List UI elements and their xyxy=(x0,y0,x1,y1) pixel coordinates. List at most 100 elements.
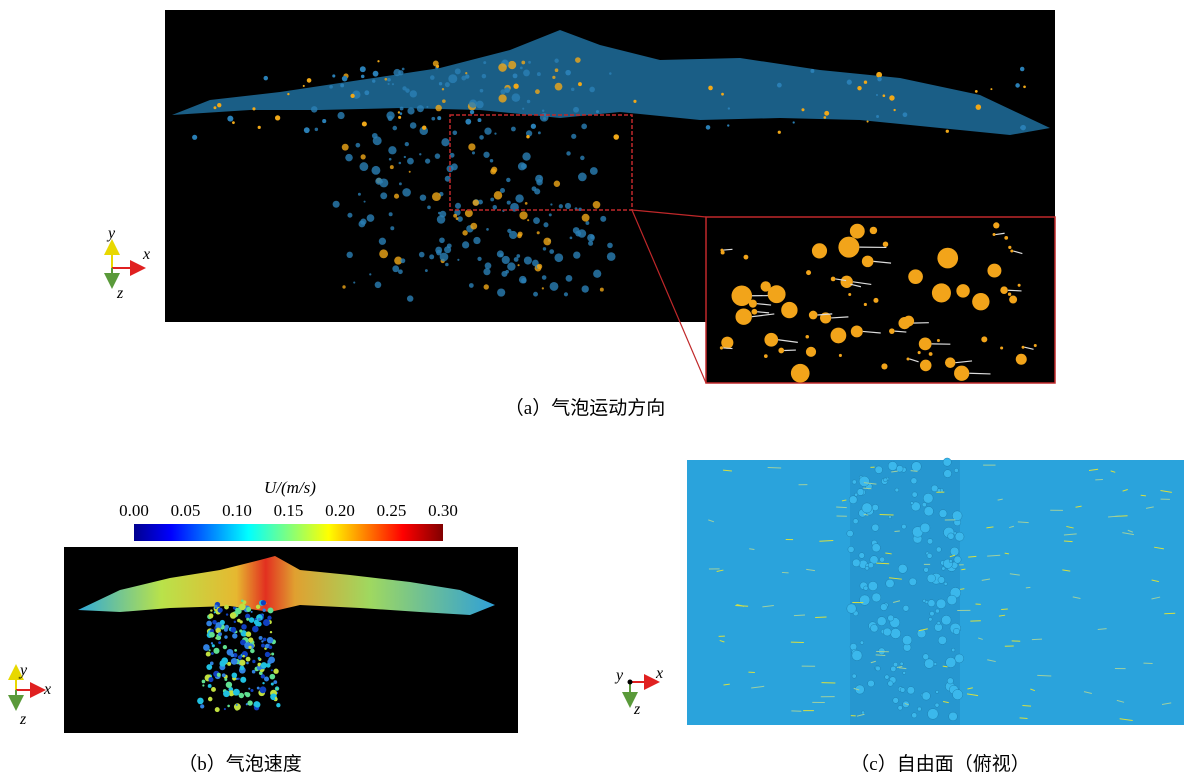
bubble xyxy=(841,276,853,288)
bubble xyxy=(387,78,391,82)
bubble xyxy=(824,116,827,119)
bubble xyxy=(573,107,579,113)
bubble xyxy=(221,657,228,664)
bubble xyxy=(379,249,388,258)
bubble xyxy=(235,707,239,711)
bubble xyxy=(954,468,958,472)
bubble xyxy=(246,657,251,662)
bubble xyxy=(212,644,215,647)
bubble xyxy=(254,702,260,708)
bubble xyxy=(944,470,952,478)
bubble xyxy=(523,70,530,77)
bubble xyxy=(526,135,529,138)
bubble xyxy=(932,283,951,302)
bubble xyxy=(810,69,814,73)
bubble xyxy=(927,574,936,583)
bubble xyxy=(927,553,932,558)
bubble xyxy=(877,617,886,626)
bubble-band xyxy=(850,460,960,725)
bubble xyxy=(511,127,516,132)
bubble xyxy=(607,252,616,261)
bubble xyxy=(371,166,380,175)
bubble xyxy=(946,657,956,667)
streak xyxy=(1032,639,1042,640)
bubble xyxy=(258,618,261,621)
bubble xyxy=(883,478,887,482)
bubble xyxy=(517,233,522,238)
bubble xyxy=(935,609,939,613)
bubble xyxy=(1009,296,1017,304)
bubble xyxy=(451,163,458,170)
bubble xyxy=(588,241,593,246)
bubble xyxy=(410,90,417,97)
bubble xyxy=(554,181,560,187)
bubble xyxy=(258,126,261,129)
bubble xyxy=(425,269,428,272)
bubble xyxy=(399,182,402,185)
bubble xyxy=(380,192,387,199)
bubble xyxy=(976,104,982,110)
bubble xyxy=(930,611,935,616)
bubble xyxy=(439,82,442,85)
bubble xyxy=(359,162,368,171)
streak xyxy=(876,563,889,564)
colorbar-tick-label: 0.10 xyxy=(222,501,252,520)
bubble xyxy=(455,203,461,209)
bubble xyxy=(581,124,587,130)
bubble xyxy=(831,277,836,282)
bubble xyxy=(880,557,885,562)
streak xyxy=(960,589,964,590)
bubble xyxy=(217,103,221,107)
bubble xyxy=(479,135,484,140)
velocity-arrow xyxy=(723,249,732,250)
bubble xyxy=(898,706,903,711)
bubble xyxy=(503,60,505,62)
bubble xyxy=(550,203,552,205)
bubble xyxy=(346,252,352,258)
bubble xyxy=(211,642,213,644)
bubble xyxy=(1020,67,1024,71)
bubble xyxy=(252,670,256,674)
bubble xyxy=(483,61,486,64)
bubble xyxy=(400,107,404,111)
bubble xyxy=(1034,344,1037,347)
bubble xyxy=(230,627,236,633)
bubble xyxy=(441,138,449,146)
bubble xyxy=(262,682,264,684)
bubble xyxy=(891,666,897,672)
bubble xyxy=(410,122,417,129)
streak xyxy=(1037,675,1051,676)
bubble xyxy=(571,134,576,139)
bubble xyxy=(903,671,906,674)
bubble xyxy=(240,677,246,683)
bubble xyxy=(824,111,829,116)
bubble xyxy=(838,237,859,258)
bubble xyxy=(922,692,930,700)
bubble xyxy=(537,72,541,76)
bubble xyxy=(232,121,235,124)
bubble xyxy=(234,649,237,652)
axis-label: x xyxy=(142,246,150,263)
bubble xyxy=(375,281,382,288)
bubble xyxy=(405,88,409,92)
bubble xyxy=(275,697,277,699)
bubble xyxy=(214,605,217,608)
bubble xyxy=(513,73,518,78)
bubble xyxy=(202,680,206,684)
streak xyxy=(961,569,965,570)
bubble xyxy=(801,108,804,111)
bubble xyxy=(473,237,480,244)
bubble xyxy=(537,264,542,269)
bubble xyxy=(389,212,393,216)
bubble xyxy=(497,288,505,296)
bubble xyxy=(852,480,856,484)
bubble xyxy=(405,142,409,146)
caption: （a）气泡运动方向 xyxy=(505,397,665,419)
streak xyxy=(1064,541,1073,542)
bubble xyxy=(268,656,275,663)
bubble xyxy=(806,347,816,357)
bubble xyxy=(419,252,425,258)
bubble xyxy=(469,99,477,107)
bubble xyxy=(1010,250,1013,253)
streak xyxy=(880,515,894,516)
